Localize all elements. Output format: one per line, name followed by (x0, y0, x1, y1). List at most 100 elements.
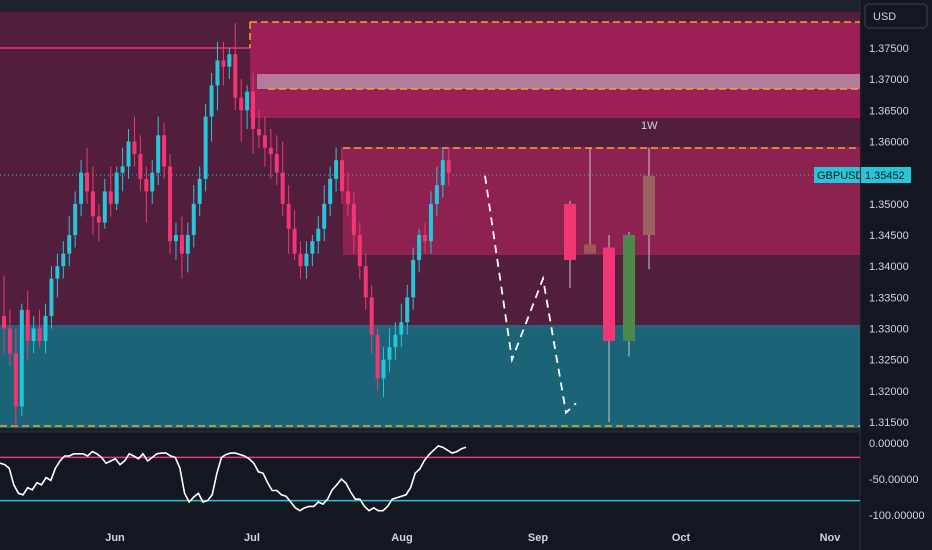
weekly-body (584, 244, 596, 254)
candle-body (185, 235, 190, 254)
oscillator-pane: 0.00000 -50.00000 -100.00000 (0, 438, 925, 522)
candle-body (440, 160, 445, 186)
candle-body (304, 253, 309, 267)
candle-body (61, 253, 66, 267)
candle-body (310, 241, 315, 254)
candle-body (245, 91, 250, 111)
price-tick: 1.32000 (869, 386, 909, 398)
price-tick: 1.37000 (869, 74, 909, 86)
candle-body (96, 216, 101, 223)
symbol-tag: GBPUSD (814, 167, 864, 183)
candle-body (292, 228, 297, 254)
candle-body (49, 278, 54, 317)
time-tick: Sep (528, 532, 548, 544)
candle-body (387, 347, 392, 360)
candle-body (179, 235, 184, 254)
candle-body (328, 178, 333, 204)
candle-body (73, 203, 78, 235)
candle-body (25, 309, 30, 341)
symbol-label: GBPUSD (817, 170, 864, 182)
candle-body (399, 322, 404, 335)
candle-body (168, 166, 173, 242)
candle-body (191, 203, 196, 235)
daily-candles (2, 23, 451, 429)
price-axis[interactable]: 1.375001.370001.365001.360001.355001.350… (869, 43, 909, 429)
osc-tick: -50.00000 (869, 474, 919, 486)
candle-body (144, 178, 149, 192)
candle-body (31, 328, 36, 341)
candle-body (67, 235, 72, 254)
candle-body (417, 235, 422, 260)
candle-body (120, 166, 125, 173)
candle-body (43, 316, 48, 341)
candle-body (357, 235, 362, 267)
candle-body (280, 172, 285, 204)
demand-zone (0, 325, 860, 428)
candle-body (405, 297, 410, 323)
candle-body (340, 160, 345, 192)
candle-body (7, 328, 12, 354)
candle-body (203, 116, 208, 179)
candle-body (239, 97, 244, 111)
zone-edge-line (0, 47, 250, 49)
price-tick: 1.34500 (869, 230, 909, 242)
candle-body (345, 191, 350, 204)
candle-body (126, 141, 131, 167)
candle-body (256, 129, 261, 136)
candle-body (298, 253, 303, 267)
candle-body (197, 178, 202, 204)
candle-body (316, 228, 321, 242)
candle-body (209, 85, 214, 117)
neutral-band (257, 74, 860, 89)
price-tick: 1.33000 (869, 324, 909, 336)
oscillator-line (0, 445, 467, 512)
time-tick: Aug (391, 532, 412, 544)
weekly-body (564, 203, 576, 260)
last-price-tag: 1.35452 (861, 167, 911, 183)
price-tick: 1.36000 (869, 137, 909, 149)
candle-body (79, 172, 84, 204)
candle-body (215, 60, 220, 86)
time-tick: Oct (672, 532, 691, 544)
candle-body (55, 266, 60, 279)
candle-body (393, 334, 398, 348)
price-tick: 1.33500 (869, 292, 909, 304)
currency-button[interactable]: USD (864, 3, 928, 29)
supply-zone-upper (250, 22, 860, 118)
time-axis[interactable]: Jun Jul Aug Sep Oct Nov (105, 532, 841, 544)
candle-body (423, 235, 428, 242)
candle-body (322, 203, 327, 229)
candle-body (446, 160, 451, 173)
candle-body (13, 353, 18, 407)
candle-body (108, 191, 113, 204)
candle-body (138, 153, 143, 179)
candle-body (434, 185, 439, 204)
candle-body (173, 235, 178, 242)
candle-body (351, 203, 356, 235)
price-tick: 1.31500 (869, 417, 909, 429)
candle-body (251, 91, 256, 130)
candle-body (162, 135, 167, 167)
time-tick: Jul (244, 532, 260, 544)
osc-tick: -100.00000 (869, 510, 925, 522)
osc-pane-bg (0, 432, 860, 522)
candle-body (262, 135, 267, 148)
candle-body (102, 191, 107, 223)
candle-body (286, 203, 291, 229)
candle-body (274, 153, 279, 173)
time-tick: Jun (105, 532, 125, 544)
candle-body (132, 141, 137, 154)
price-tick: 1.34000 (869, 261, 909, 273)
price-tick: 1.36500 (869, 105, 909, 117)
price-tick: 1.32500 (869, 355, 909, 367)
candle-body (233, 54, 238, 98)
candle-body (375, 334, 380, 379)
price-tick: 1.35000 (869, 199, 909, 211)
candle-body (90, 191, 95, 217)
time-tick: Nov (820, 532, 842, 544)
candle-body (334, 160, 339, 179)
supply-demand-zones (0, 12, 860, 428)
candle-body (221, 60, 226, 67)
